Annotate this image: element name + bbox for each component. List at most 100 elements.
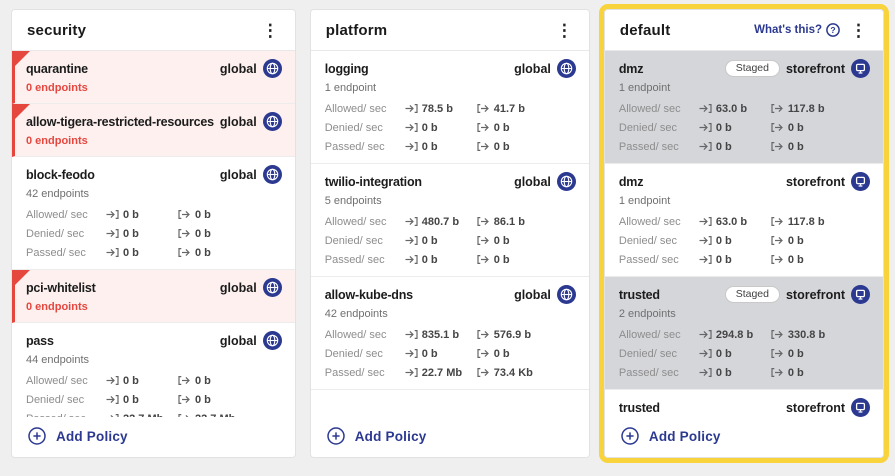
egress-arrow-icon — [477, 141, 490, 152]
egress-value: 0 b — [493, 234, 510, 247]
policy-card[interactable]: allow-tigera-restricted-resources global… — [12, 104, 295, 157]
endpoint-count: 0 endpoints — [26, 301, 88, 313]
ingress-value: 480.7 b — [421, 215, 460, 228]
kebab-menu-button[interactable]: ⋮ — [850, 20, 868, 40]
policy-card[interactable]: pass global 44 endpoints Allowed/ sec — [12, 323, 295, 417]
ingress-arrow-icon — [699, 103, 712, 114]
egress-arrow-icon — [178, 413, 191, 417]
stat-label: Passed/ sec — [324, 366, 385, 379]
policy-stats: Allowed/ sec 0 b 0 b — [26, 205, 282, 262]
ingress-value: 0 b — [123, 246, 139, 259]
stat-row-denied: Denied/ sec 0 b 0 b — [325, 344, 576, 363]
policy-name: logging — [324, 61, 369, 76]
egress-value: 0 b — [787, 140, 804, 153]
kebab-menu-button[interactable]: ⋮ — [555, 20, 573, 40]
policy-card-title-row: trusted storefront — [619, 398, 871, 417]
ingress-arrow-icon — [699, 254, 712, 265]
tier-header-actions: ⋮ — [261, 22, 280, 39]
tier-wrapper: platform ⋮ logging global 1 — [305, 4, 595, 463]
add-policy-button[interactable]: Add Policy — [604, 417, 884, 457]
policy-name: dmz — [618, 174, 644, 189]
egress-value: 0 b — [493, 121, 510, 134]
policy-card-title-row: pass global — [26, 331, 282, 350]
policy-card[interactable]: allow-kube-dns global 42 endpoints Allow… — [310, 277, 589, 390]
tier-title: default — [619, 21, 671, 39]
staged-badge: Staged — [724, 285, 780, 304]
policy-card[interactable]: logging global 1 endpoint Allowed/ sec — [310, 51, 589, 164]
scope-label: global — [219, 280, 257, 295]
egress-arrow-icon — [771, 103, 784, 114]
ingress-arrow-icon — [699, 329, 712, 340]
stat-row-denied: Denied/ sec 0 b 0 b — [325, 231, 576, 250]
tier-title: security — [27, 21, 87, 39]
policy-name: dmz — [618, 61, 644, 76]
egress-arrow-icon — [771, 348, 784, 359]
policy-card[interactable]: block-feodo global 42 endpoints Allowed/… — [12, 157, 295, 270]
policy-card-title-row: trusted Staged storefront — [619, 285, 871, 304]
policy-card[interactable]: quarantine global 0 endpoints — [12, 51, 295, 104]
policy-stats: Allowed/ sec 0 b 0 b — [26, 371, 282, 417]
tier-title: platform — [325, 21, 388, 39]
plus-circle-icon — [621, 427, 639, 445]
policy-card[interactable]: trusted Staged storefront 2 endpoints Al… — [604, 277, 884, 390]
ingress-value: 0 b — [715, 253, 732, 266]
tier-wrapper: default What's this? ? ⋮ — [598, 4, 890, 463]
stat-label: Allowed/ sec — [26, 374, 88, 387]
endpoint-count: 1 endpoint — [618, 195, 671, 207]
ingress-arrow-icon — [405, 122, 418, 133]
egress-arrow-icon — [477, 367, 490, 378]
stat-row-passed: Passed/ sec 0 b 0 b — [26, 243, 282, 262]
policy-card[interactable]: dmz storefront 1 endpoint Allowed/ sec — [604, 164, 884, 277]
scope-label: storefront — [785, 174, 846, 189]
ingress-arrow-icon — [405, 367, 418, 378]
endpoint-count: 42 endpoints — [324, 308, 388, 320]
stat-label: Passed/ sec — [26, 413, 100, 418]
add-policy-button[interactable]: Add Policy — [12, 417, 295, 457]
globe-icon — [262, 331, 282, 350]
add-policy-button[interactable]: Add Policy — [310, 417, 589, 457]
stat-row-allowed: Allowed/ sec 480.7 b 86.1 b — [325, 212, 576, 231]
ingress-arrow-icon — [106, 209, 119, 220]
policy-card-title-row: dmz storefront — [618, 172, 871, 191]
ingress-arrow-icon — [405, 235, 418, 246]
ingress-arrow-icon — [699, 216, 712, 227]
stat-row-passed: Passed/ sec 0 b 0 b — [619, 137, 870, 156]
stat-row-denied: Denied/ sec 0 b 0 b — [619, 344, 870, 363]
kebab-menu-button[interactable]: ⋮ — [261, 20, 279, 40]
storefront-icon — [851, 398, 871, 417]
whats-this-link[interactable]: What's this? ? — [754, 23, 840, 37]
policy-card[interactable]: pci-whitelist global 0 endpoints — [12, 270, 295, 323]
policy-name: allow-tigera-restricted-resources — [26, 114, 214, 129]
whats-this-label: What's this? — [754, 24, 823, 36]
egress-value: 0 b — [493, 140, 510, 153]
tier-header-actions: ⋮ — [555, 22, 574, 39]
ingress-value: 0 b — [715, 140, 732, 153]
egress-value: 86.1 b — [493, 215, 525, 228]
ingress-arrow-icon — [405, 103, 418, 114]
egress-value: 576.9 b — [493, 328, 532, 341]
ingress-arrow-icon — [106, 394, 119, 405]
globe-icon — [556, 285, 576, 304]
help-icon: ? — [826, 23, 840, 37]
policy-card[interactable]: twilio-integration global 5 endpoints Al… — [310, 164, 589, 277]
policy-name: block-feodo — [26, 167, 95, 182]
egress-arrow-icon — [477, 103, 490, 114]
ingress-value: 0 b — [715, 347, 732, 360]
policy-card-title-row: logging global — [325, 59, 576, 78]
tier-wrapper: security ⋮ quarantine global — [6, 4, 301, 463]
endpoint-count: 5 endpoints — [324, 195, 382, 207]
stat-row-passed: Passed/ sec 0 b 0 b — [325, 137, 576, 156]
ingress-value: 0 b — [715, 234, 732, 247]
policy-name: allow-kube-dns — [324, 287, 413, 302]
egress-arrow-icon — [477, 254, 490, 265]
ingress-arrow-icon — [699, 141, 712, 152]
globe-icon — [262, 112, 282, 131]
stat-label: Allowed/ sec — [324, 328, 387, 341]
policy-card[interactable]: trusted storefront — [604, 390, 884, 417]
storefront-icon — [851, 285, 871, 304]
ingress-value: 78.5 b — [421, 102, 453, 115]
stat-row-denied: Denied/ sec 0 b 0 b — [619, 231, 870, 250]
ingress-value: 294.8 b — [715, 328, 754, 341]
policy-card[interactable]: dmz Staged storefront 1 endpoint Allowed… — [604, 51, 884, 164]
stat-row-denied: Denied/ sec 0 b 0 b — [325, 118, 576, 137]
